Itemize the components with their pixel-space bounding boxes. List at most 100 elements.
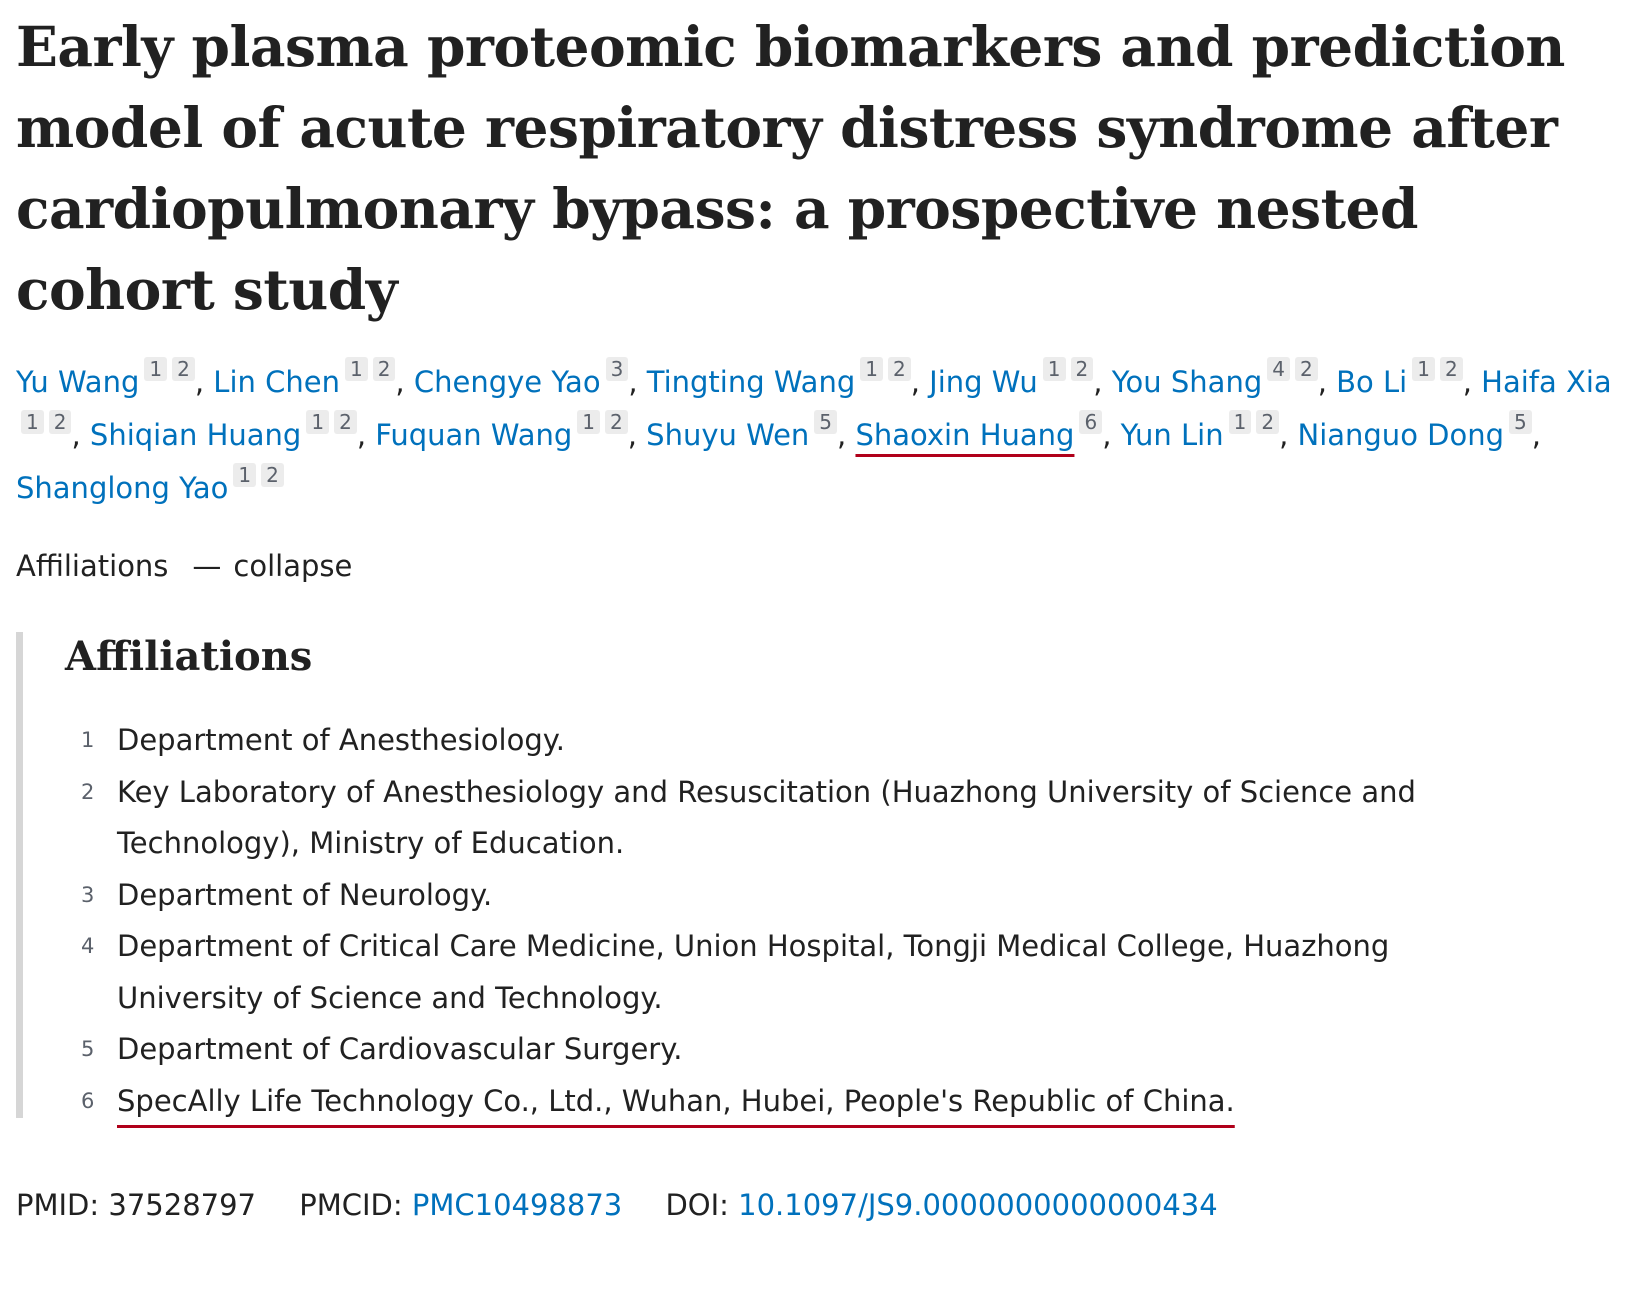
author-name-link[interactable]: Yu Wang bbox=[16, 365, 140, 399]
affiliation-ref-badge[interactable]: 2 bbox=[1294, 357, 1318, 381]
author-name-link[interactable]: Shaoxin Huang bbox=[855, 418, 1075, 452]
affiliation-item: 4 Department of Critical Care Medicine, U… bbox=[69, 921, 1539, 1024]
author: Shanglong Yao 1 2 bbox=[16, 463, 284, 505]
affiliation-number: 2 bbox=[81, 779, 95, 804]
affiliation-ref-badge[interactable]: 4 bbox=[1267, 357, 1290, 381]
affiliation-item: 1 Department of Anesthesiology. bbox=[69, 715, 1539, 767]
affiliation-ref-badge[interactable]: 5 bbox=[814, 410, 838, 434]
pmid-value: 37528797 bbox=[108, 1188, 256, 1222]
affiliation-text: Department of Neurology. bbox=[117, 877, 493, 912]
author: Yun Lin 1 2 bbox=[1120, 410, 1280, 452]
author: Nianguo Dong 5 bbox=[1297, 410, 1532, 452]
doi-label: DOI: bbox=[665, 1188, 729, 1222]
author: Tingting Wang 1 2 bbox=[646, 357, 911, 399]
author-separator: , bbox=[837, 418, 856, 452]
affiliation-number: 1 bbox=[81, 728, 95, 752]
author: Lin Chen 1 2 bbox=[213, 357, 396, 399]
author: Yu Wang 1 2 bbox=[16, 357, 195, 399]
author: Shuyu Wen 5 bbox=[646, 410, 838, 452]
affiliation-text: Key Laboratory of Anesthesiology and Res… bbox=[117, 774, 1416, 861]
affiliation-text: Department of Critical Care Medicine, Un… bbox=[117, 929, 1390, 1015]
author-name-link[interactable]: Bo Li bbox=[1336, 365, 1408, 399]
author-name-link[interactable]: Nianguo Dong bbox=[1297, 418, 1505, 452]
author-separator: , bbox=[356, 418, 376, 452]
author-name-link[interactable]: Shuyu Wen bbox=[646, 418, 810, 452]
author-name-link[interactable]: Haifa Xia bbox=[1481, 365, 1612, 399]
author-name-link[interactable]: Tingting Wang bbox=[646, 365, 856, 399]
author-name-link[interactable]: You Shang bbox=[1111, 365, 1263, 399]
author-name-link[interactable]: Shanglong Yao bbox=[16, 471, 229, 505]
affiliation-ref-badge[interactable]: 2 bbox=[1070, 357, 1094, 381]
pmid-label: PMID: bbox=[16, 1188, 100, 1222]
affiliation-ref-badge[interactable]: 6 bbox=[1079, 410, 1103, 434]
affiliation-number: 4 bbox=[81, 934, 95, 958]
affiliation-ref-badge[interactable]: 2 bbox=[605, 410, 628, 434]
author: You Shang 4 2 bbox=[1111, 357, 1318, 399]
affiliation-ref-badge[interactable]: 2 bbox=[48, 410, 72, 434]
author: Shiqian Huang 1 2 bbox=[89, 410, 357, 452]
author-name-link[interactable]: Fuquan Wang bbox=[375, 418, 573, 452]
affiliations-panel: Affiliations 1 Department of Anesthesiolo… bbox=[16, 632, 1583, 1118]
affiliations-toggle: Affiliations — collapse bbox=[16, 546, 352, 586]
doi-link[interactable]: 10.1097/JS9.0000000000000434 bbox=[738, 1188, 1218, 1222]
affiliation-ref-badge[interactable]: 5 bbox=[1509, 410, 1532, 434]
affiliation-ref-badge[interactable]: 2 bbox=[172, 357, 195, 381]
author-name-link[interactable]: Chengye Yao bbox=[413, 365, 601, 399]
affiliation-ref-badge[interactable]: 1 bbox=[144, 357, 168, 381]
affiliation-ref-badge[interactable]: 2 bbox=[1439, 357, 1463, 381]
article-title: Early plasma proteomic biomarkers and pr… bbox=[16, 14, 1565, 322]
author: Shaoxin Huang 6 bbox=[855, 410, 1103, 452]
affiliation-ref-badge[interactable]: 3 bbox=[605, 357, 629, 381]
author-separator: , bbox=[627, 418, 647, 452]
pmcid-link[interactable]: PMC10498873 bbox=[411, 1188, 623, 1222]
pmcid-label: PMCID: bbox=[299, 1188, 403, 1222]
author: Chengye Yao 3 bbox=[413, 357, 629, 399]
affiliation-text: SpecAlly Life Technology Co., Ltd., Wuha… bbox=[117, 1083, 1235, 1118]
author: Jing Wu 1 2 bbox=[929, 357, 1094, 399]
dash-icon: — bbox=[192, 549, 222, 583]
affiliation-ref-badge[interactable]: 1 bbox=[344, 357, 368, 381]
affiliation-ref-badge[interactable]: 1 bbox=[1228, 410, 1252, 434]
affiliation-item: 6 SpecAlly Life Technology Co., Ltd., Wuh… bbox=[69, 1076, 1539, 1128]
author: Bo Li 1 2 bbox=[1336, 357, 1463, 399]
author-separator: , bbox=[1093, 365, 1112, 399]
author-name-link[interactable]: Jing Wu bbox=[929, 365, 1038, 399]
author: Haifa Xia1 2 bbox=[16, 365, 1612, 452]
affiliation-text: Department of Anesthesiology. bbox=[117, 723, 565, 757]
affiliation-ref-badge[interactable]: 1 bbox=[1412, 357, 1435, 381]
author-separator: , bbox=[910, 365, 930, 399]
affiliation-ref-badge[interactable]: 1 bbox=[1042, 357, 1066, 381]
author-separator: , bbox=[395, 365, 414, 399]
affiliation-ref-badge[interactable]: 2 bbox=[1256, 410, 1280, 434]
pmid-group: PMID: 37528797 bbox=[16, 1188, 256, 1222]
doi-group: DOI: 10.1097/JS9.0000000000000434 bbox=[665, 1188, 1217, 1222]
affiliation-ref-badge[interactable]: 1 bbox=[233, 463, 257, 487]
author-list: Yu Wang 1 2, Lin Chen 1 2, Chengye Yao 3, Tin… bbox=[16, 356, 1616, 515]
affiliation-ref-badge[interactable]: 2 bbox=[261, 463, 284, 487]
affiliation-ref-badge[interactable]: 2 bbox=[372, 357, 396, 381]
affiliation-ref-badge[interactable]: 2 bbox=[887, 357, 911, 381]
author-name-link[interactable]: Yun Lin bbox=[1120, 418, 1224, 452]
affiliation-text: Department of Cardiovascular Surgery. bbox=[117, 1032, 683, 1066]
affiliations-toggle-label: Affiliations bbox=[16, 549, 169, 583]
affiliation-number: 6 bbox=[81, 1088, 95, 1113]
pmcid-group: PMCID: PMC10498873 bbox=[299, 1188, 622, 1222]
author-separator: , bbox=[628, 365, 647, 399]
affiliation-ref-badge[interactable]: 1 bbox=[860, 357, 883, 381]
collapse-link[interactable]: collapse bbox=[233, 549, 353, 583]
author-separator: , bbox=[1102, 418, 1121, 452]
author-separator: , bbox=[1462, 365, 1482, 399]
affiliation-ref-badge[interactable]: 1 bbox=[306, 410, 330, 434]
affiliation-item: 5 Department of Cardiovascular Surgery. bbox=[69, 1024, 1539, 1076]
affiliation-ref-badge[interactable]: 1 bbox=[21, 410, 44, 434]
author-separator: , bbox=[1279, 418, 1298, 452]
author-name-link[interactable]: Lin Chen bbox=[213, 365, 340, 399]
affiliation-ref-badge[interactable]: 2 bbox=[334, 410, 357, 434]
author: Fuquan Wang 1 2 bbox=[375, 410, 628, 452]
affiliation-ref-badge[interactable]: 1 bbox=[577, 410, 600, 434]
author-separator: , bbox=[1317, 365, 1337, 399]
author-name-link[interactable]: Shiqian Huang bbox=[89, 418, 302, 452]
affiliation-number: 3 bbox=[81, 882, 95, 907]
affiliation-number: 5 bbox=[81, 1037, 95, 1061]
